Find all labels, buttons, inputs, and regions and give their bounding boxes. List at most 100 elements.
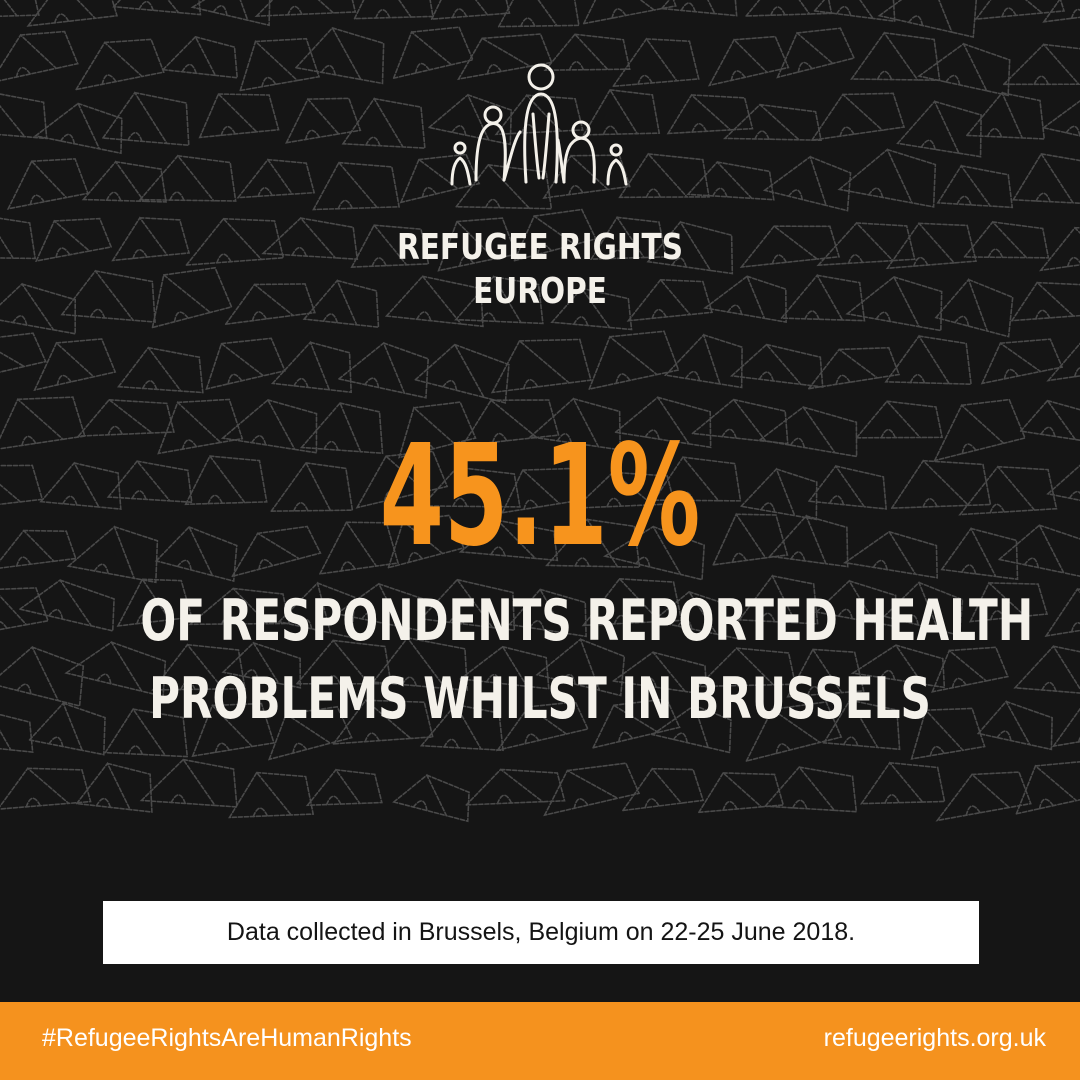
tent-outline [66,525,159,584]
statistic-caption-line1: OF RESPONDENTS REPORTED HEALTH [140,588,1034,654]
tent-outline [154,525,238,583]
tent-outline [190,0,271,27]
tent-outline [116,346,204,394]
tent-outline [1011,152,1080,205]
tent-outline [573,471,676,509]
tent-outline [0,464,44,511]
tent-outline [997,523,1080,579]
tent-outline [1001,43,1080,86]
tent-outline [184,454,268,506]
tent-outline [392,773,470,823]
tent-outline [980,338,1064,385]
tent-outline [806,346,901,390]
tent-outline [157,398,244,455]
tent-outline [1019,399,1080,444]
tent-outline [814,579,897,628]
tent-outline [454,163,553,210]
tent-outline [1046,459,1080,511]
tent-outline [0,30,79,84]
tent-outline [589,215,667,260]
tent-outline [651,590,740,640]
tent-outline [587,330,680,391]
tent-outline [850,644,946,689]
tent-outline [965,91,1046,140]
tent-outline [399,153,481,204]
tent-outline [413,343,510,404]
tent-outline [191,702,275,758]
tent-outline [198,92,280,139]
tent-outline [236,158,316,199]
tent-outline [739,467,818,521]
tent-outline [1038,226,1080,272]
tent-outline [1042,0,1080,23]
tent-outline [910,707,986,760]
tent-outline [312,161,401,211]
tent-outline [397,401,477,459]
tent-outline [220,398,318,454]
tent-outline [934,278,1014,338]
tent-outline [707,35,790,87]
tent-outline [931,646,1009,693]
tent-outline [1044,587,1080,637]
tent-outline [187,587,291,626]
tent-outline [0,332,47,384]
tent-outline [111,216,191,262]
tent-outline [0,396,86,451]
tent-outline [138,154,237,202]
footer-hashtag[interactable]: #RefugeeRightsAreHumanRights [42,1024,412,1052]
tent-outline [582,88,661,136]
tent-outline [0,282,77,335]
tent-outline [318,520,400,575]
tent-outline [550,287,633,331]
tent-outline [768,514,849,568]
tent-outline [686,160,775,201]
tent-outline [535,637,626,697]
tent-outline [341,97,426,149]
tent-outline [0,529,77,570]
tent-outline [299,401,384,455]
tent-outline [744,701,843,763]
tent-outline [420,466,521,508]
tent-outline [663,333,743,389]
tent-outline [337,341,430,399]
tent-outline [885,222,978,270]
tent-outline [976,700,1053,751]
tent-outline [6,158,89,210]
tent-outline [230,525,322,578]
tent-outline [464,768,566,806]
tent-outline [854,400,944,439]
tent-outline [392,26,474,80]
data-note-text: Data collected in Brussels, Belgium on 2… [226,918,856,946]
tent-outline [958,465,1058,516]
tent-outline [1051,700,1080,748]
tent-outline [1010,281,1080,322]
tent-outline [940,526,1019,581]
tent-outline [18,578,115,632]
tent-outline [859,761,946,805]
tent-outline [611,651,708,696]
tent-outline [962,220,1050,259]
tent-outline [666,93,754,135]
tent-outline [968,581,1049,623]
tent-outline [39,461,122,510]
tent-outline [270,340,353,394]
tent-outline [254,0,357,18]
tent-outline [744,0,833,17]
tent-outline [882,581,964,637]
tent-outline [269,461,354,512]
tent-outline [762,155,852,212]
tent-outline [384,275,484,328]
tent-outline [26,0,119,27]
data-note-box: Data collected in Brussels, Belgium on 2… [103,901,979,964]
tent-outline [161,35,239,79]
tent-outline [660,0,738,17]
tent-outline [34,217,113,263]
tent-outline [334,582,424,633]
tent-outline [295,639,392,685]
tent-outline [427,93,513,146]
tent-outline [419,703,504,752]
tent-outline [239,37,321,92]
footer-website-link[interactable]: refugeerights.org.uk [823,1024,1046,1052]
tent-outline [507,588,587,638]
